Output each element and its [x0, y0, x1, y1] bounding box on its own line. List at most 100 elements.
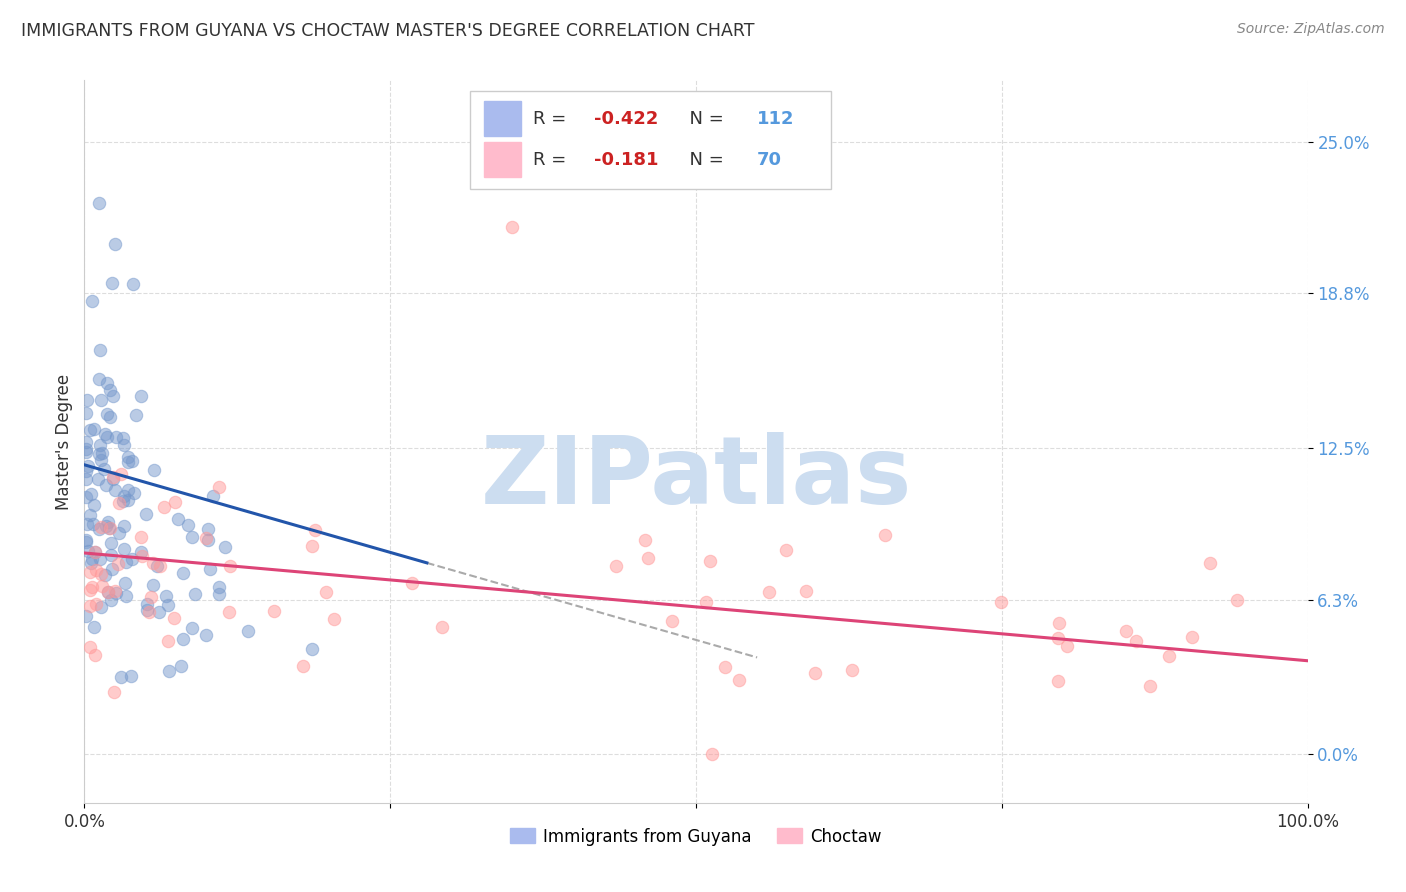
Point: [96, 376, 118, 391]
Point: [101, 471, 124, 485]
FancyBboxPatch shape: [484, 101, 522, 136]
Point: [77, 459, 100, 474]
Point: [108, 496, 131, 510]
Point: [153, 500, 176, 515]
Point: [120, 668, 142, 682]
Point: [1139, 679, 1161, 693]
Point: [181, 621, 204, 635]
Point: [149, 559, 172, 574]
Legend: Immigrants from Guyana, Choctaw: Immigrants from Guyana, Choctaw: [503, 821, 889, 852]
Point: [605, 559, 627, 574]
Point: [112, 518, 135, 533]
FancyBboxPatch shape: [484, 143, 522, 178]
Point: [79, 599, 101, 613]
Point: [79, 486, 101, 500]
Point: [87, 472, 110, 486]
Point: [114, 576, 136, 591]
Point: [75, 444, 97, 458]
Point: [142, 556, 165, 570]
Point: [110, 467, 132, 482]
Point: [103, 470, 125, 484]
Point: [101, 562, 124, 576]
Point: [219, 559, 242, 574]
Point: [83, 648, 105, 662]
Point: [117, 455, 139, 469]
Point: [79, 640, 101, 655]
Point: [90, 392, 112, 407]
Point: [76, 517, 98, 532]
Point: [84, 597, 107, 611]
Point: [1125, 634, 1147, 648]
Point: [125, 408, 148, 422]
Text: ZIPatlas: ZIPatlas: [481, 432, 911, 524]
Point: [84, 545, 107, 559]
Point: [75, 490, 97, 504]
Point: [208, 587, 231, 601]
Point: [634, 533, 657, 547]
Point: [180, 530, 202, 544]
Point: [97, 585, 120, 599]
Point: [75, 471, 97, 485]
Point: [97, 585, 120, 599]
Point: [90, 453, 112, 467]
Text: IMMIGRANTS FROM GUYANA VS CHOCTAW MASTER'S DEGREE CORRELATION CHART: IMMIGRANTS FROM GUYANA VS CHOCTAW MASTER…: [21, 22, 755, 40]
Point: [90, 520, 112, 534]
Point: [87, 195, 110, 210]
Point: [90, 579, 112, 593]
Point: [198, 561, 221, 575]
Point: [96, 478, 118, 492]
Point: [167, 512, 190, 526]
Point: [87, 523, 110, 537]
Point: [79, 565, 101, 579]
Point: [163, 495, 186, 509]
Point: [1046, 631, 1069, 645]
Point: [146, 558, 169, 573]
Point: [104, 237, 127, 252]
Point: [90, 446, 112, 460]
Point: [794, 583, 817, 598]
Point: [104, 583, 127, 598]
Point: [163, 611, 186, 625]
Point: [214, 540, 236, 554]
Point: [104, 483, 127, 497]
Point: [637, 550, 659, 565]
Point: [156, 598, 179, 612]
Y-axis label: Master's Degree: Master's Degree: [55, 374, 73, 509]
Point: [75, 535, 97, 549]
Text: N =: N =: [678, 151, 730, 169]
Point: [83, 499, 105, 513]
Point: [121, 552, 143, 566]
Text: 112: 112: [758, 110, 794, 128]
Point: [1181, 630, 1204, 644]
Point: [236, 624, 259, 638]
Point: [197, 533, 219, 547]
Point: [1047, 615, 1070, 630]
Point: [401, 575, 423, 590]
Point: [82, 581, 104, 595]
Point: [75, 406, 97, 420]
Text: -0.181: -0.181: [595, 151, 659, 169]
Point: [661, 614, 683, 628]
Point: [114, 555, 136, 569]
Point: [112, 431, 135, 445]
Point: [79, 582, 101, 597]
Point: [107, 557, 129, 571]
Text: -0.422: -0.422: [595, 110, 659, 128]
Point: [94, 427, 117, 442]
Point: [112, 438, 135, 452]
Point: [728, 673, 751, 687]
Point: [98, 410, 121, 425]
Point: [90, 599, 112, 614]
Point: [83, 620, 105, 634]
Point: [172, 566, 194, 581]
Point: [115, 589, 138, 603]
Point: [172, 632, 194, 646]
Point: [218, 605, 240, 619]
Point: [1225, 592, 1247, 607]
Point: [97, 515, 120, 529]
Point: [103, 685, 125, 699]
Point: [76, 393, 98, 408]
Point: [75, 464, 97, 478]
Point: [98, 521, 121, 535]
Point: [104, 586, 127, 600]
